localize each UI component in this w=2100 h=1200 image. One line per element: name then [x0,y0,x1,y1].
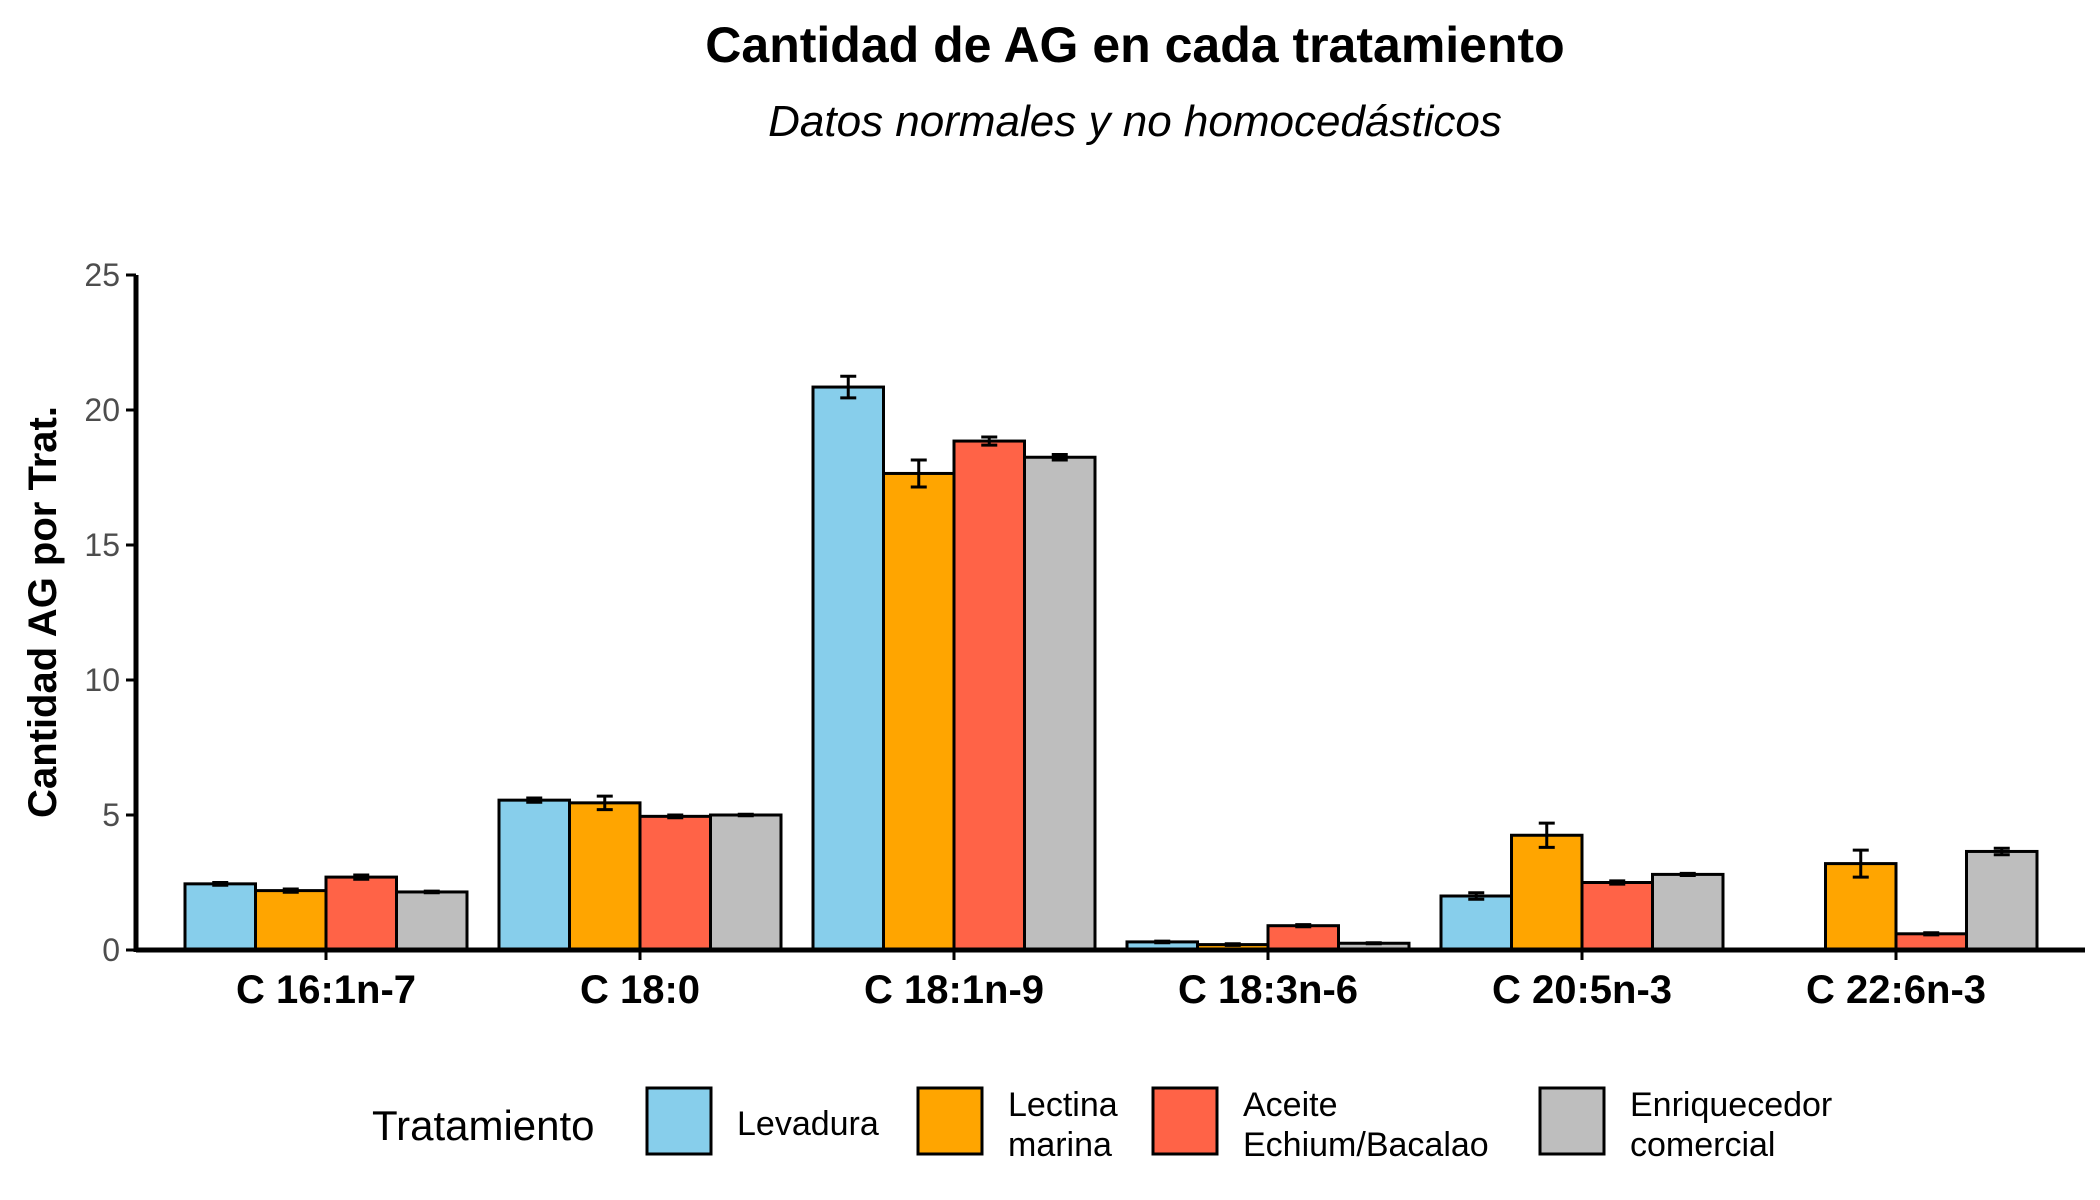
x-tick-label: C 20:5n-3 [1492,968,1672,1012]
legend-item: Enriquecedor comercial [1538,1086,1832,1164]
bar [1023,455,1097,952]
error-bar [840,374,857,400]
error-bar [282,887,299,894]
legend-label: Levadura [737,1105,879,1143]
bar [811,385,885,952]
legend-label-line: Lectina [1008,1086,1118,1124]
error-bar [910,458,927,489]
error-bar [1365,941,1382,946]
x-tick-label: C 18:0 [580,968,700,1012]
bar [638,814,712,952]
y-tick-label: 0 [102,932,120,968]
x-tick-label: C 18:3n-6 [1178,968,1358,1012]
error-bar [1224,942,1241,947]
x-tick-label: C 22:6n-3 [1806,968,1986,1012]
error-bar [596,794,613,812]
error-bar [1468,891,1485,901]
legend-label-line: marina [1008,1126,1112,1164]
legend-key [1151,1086,1219,1156]
bar [952,439,1026,952]
bar [568,801,642,952]
bar [395,890,469,952]
legend-label: Lectina marina [1008,1086,1118,1164]
bar [254,889,328,952]
y-tick-label: 15 [84,527,120,563]
legend-item: Lectina marina [916,1086,1118,1164]
error-bar [212,881,229,887]
legend-item: Levadura [645,1086,879,1156]
bar [1651,872,1725,952]
error-bar [1679,871,1696,877]
chart-subtitle: Datos normales y no homocedásticos [768,97,1502,146]
legend-item: Aceite Echium/Bacalao [1151,1086,1489,1164]
bar [183,882,257,952]
y-tick-label: 25 [84,257,120,293]
legend-label: Aceite Echium/Bacalao [1243,1086,1489,1164]
bar [1965,849,2039,952]
error-bar [1538,821,1555,849]
legend-label-line: Enriquecedor [1630,1086,1832,1124]
x-tick-label: C 18:1n-9 [864,968,1044,1012]
error-bar [667,813,684,820]
y-axis: 0 5 10 15 20 25 [84,257,139,968]
error-bar [1852,848,1869,879]
legend-label-line: Echium/Bacalao [1243,1126,1489,1164]
error-bar [981,435,998,447]
x-tick-label: C 16:1n-7 [236,968,416,1012]
error-bar [1154,939,1171,945]
error-bar [423,889,440,895]
bar [882,471,956,952]
bar [1510,833,1584,952]
error-bar [526,796,543,804]
error-bar [1051,453,1068,462]
error-bar [1993,846,2010,857]
legend-title: Tratamiento [372,1102,595,1149]
x-axis: C 16:1n-7 C 18:0 C 18:1n-9 C 18:3n-6 C 20:5n… [136,947,2085,1012]
y-axis-label: Cantidad AG por Trat. [21,406,65,818]
legend-key [916,1086,984,1156]
error-bar [1609,879,1626,886]
y-tick-label: 10 [84,662,120,698]
bar [709,813,783,952]
chart-title: Cantidad de AG en cada tratamiento [705,17,1564,73]
bar [324,875,398,952]
legend-label-line: comercial [1630,1126,1775,1164]
legend-key [1538,1086,1606,1156]
bar [1266,924,1340,952]
error-bar [353,873,370,881]
y-tick-label: 5 [102,797,120,833]
y-tick-label: 20 [84,392,120,428]
error-bar [1295,923,1312,929]
bar [1439,894,1513,952]
bar [1580,881,1654,952]
bar [497,798,571,952]
legend-label: Enriquecedor comercial [1630,1086,1832,1164]
legend-key [645,1086,713,1156]
plot-area [183,374,2039,952]
error-bar [1923,931,1940,937]
legend-label-line: Aceite [1243,1086,1338,1124]
error-bar [737,812,754,818]
